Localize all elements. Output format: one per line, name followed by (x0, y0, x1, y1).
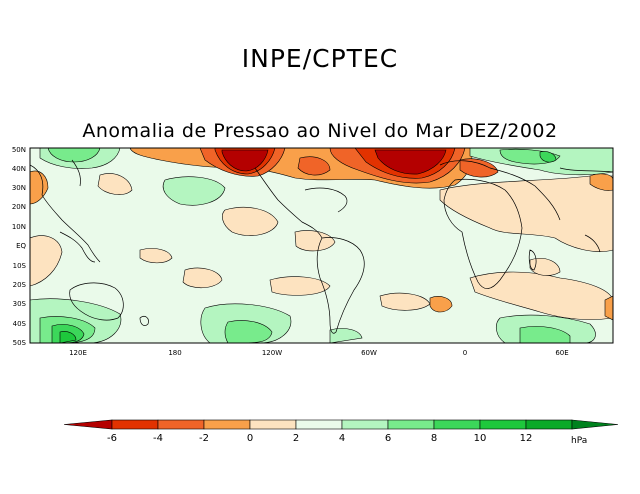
lat-label: 20N (11, 203, 26, 211)
lat-label: 50S (12, 339, 26, 347)
lat-label: 10N (11, 223, 26, 231)
colorbar-segment (387, 419, 435, 430)
colorbar-arrow-low (63, 419, 113, 430)
colorbar-tick-label: 10 (473, 433, 487, 444)
map-title: Anomalia de Pressao ao Nivel do Mar DEZ/… (82, 120, 558, 142)
lat-label: 40N (11, 165, 26, 173)
colorbar-arrow-high (571, 419, 619, 430)
colorbar-segment (157, 419, 205, 430)
colorbar-segment (341, 419, 389, 430)
colorbar-tick-label: 2 (292, 433, 300, 444)
colorbar-tick-label: 4 (338, 433, 346, 444)
colorbar (63, 419, 619, 430)
colorbar-segment (111, 419, 159, 430)
lon-label: 60W (361, 349, 377, 357)
colorbar-segment (295, 419, 343, 430)
lon-label: 120W (261, 349, 283, 357)
colorbar-tick-label: 0 (246, 433, 254, 444)
lat-label: 30S (12, 300, 26, 308)
lon-label: 0 (462, 349, 468, 357)
colorbar-segment (479, 419, 527, 430)
lat-label: 20S (12, 281, 26, 289)
lat-label: 30N (11, 184, 26, 192)
map-frame (29, 147, 614, 344)
colorbar-segment (203, 419, 251, 430)
negative-anomaly-light (30, 173, 613, 320)
colorbar-segment (433, 419, 481, 430)
lon-label: 120E (69, 349, 87, 357)
lat-label: EQ (16, 242, 26, 250)
colorbar-segment (525, 419, 573, 430)
colorbar-tick-label: -4 (153, 433, 163, 444)
lon-label: 60E (555, 349, 569, 357)
organization-title: INPE/CPTEC (241, 44, 399, 73)
colorbar-tick-label: -2 (199, 433, 209, 444)
colorbar-segment (249, 419, 297, 430)
lon-label: 180 (168, 349, 182, 357)
negative-anomaly-extreme (221, 149, 447, 175)
colorbar-tick-label: 8 (430, 433, 438, 444)
lat-label: 40S (12, 320, 26, 328)
lat-label: 10S (12, 262, 26, 270)
colorbar-tick-label: -6 (107, 433, 117, 444)
colorbar-tick-label: 6 (384, 433, 392, 444)
colorbar-unit: hPa (571, 436, 588, 446)
coastlines (30, 159, 613, 334)
positive-anomaly-very-strong (59, 331, 77, 343)
colorbar-tick-label: 12 (519, 433, 533, 444)
lat-label: 50N (11, 146, 26, 154)
